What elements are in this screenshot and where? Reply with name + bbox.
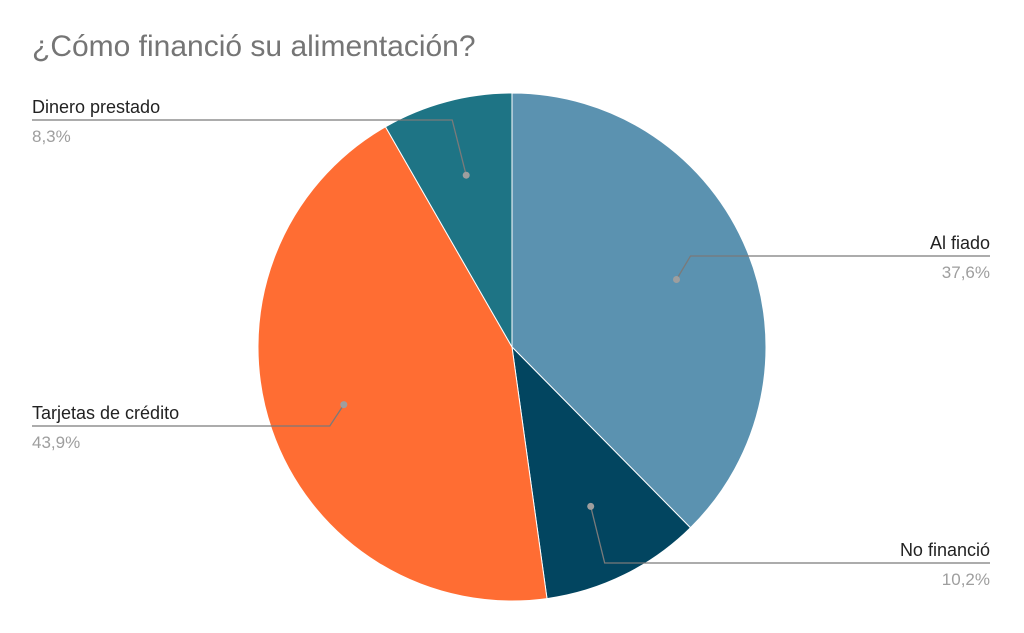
chart-title: ¿Cómo financió su alimentación?	[32, 30, 476, 63]
leader-line-tarjetas-de-credito	[32, 404, 345, 427]
leader-dot-tarjetas-de-credito	[340, 401, 348, 409]
pie-slice-tarjetas-de-credito	[257, 126, 548, 602]
leader-line-no-financio	[590, 506, 990, 564]
slice-label-no-financio: No financió	[900, 540, 990, 560]
slice-percent-no-financio: 10,2%	[942, 570, 990, 589]
slice-percent-al-fiado: 37,6%	[942, 263, 990, 282]
slice-label-al-fiado: Al fiado	[930, 233, 990, 253]
leader-dot-no-financio	[587, 502, 595, 510]
slice-label-tarjetas-de-credito: Tarjetas de crédito	[32, 403, 179, 423]
pie-slice-dinero-prestado	[384, 92, 513, 349]
leader-line-dinero-prestado	[32, 119, 467, 176]
leader-dot-dinero-prestado	[462, 171, 470, 179]
leader-dot-al-fiado	[673, 276, 680, 283]
slice-label-dinero-prestado: Dinero prestado	[32, 97, 160, 117]
pie-slice-al-fiado	[511, 92, 767, 529]
slice-percent-tarjetas-de-credito: 43,9%	[32, 433, 80, 452]
slice-percent-dinero-prestado: 8,3%	[32, 127, 71, 146]
leader-line-al-fiado	[675, 255, 990, 280]
pie-slice-no-financio	[511, 345, 692, 600]
